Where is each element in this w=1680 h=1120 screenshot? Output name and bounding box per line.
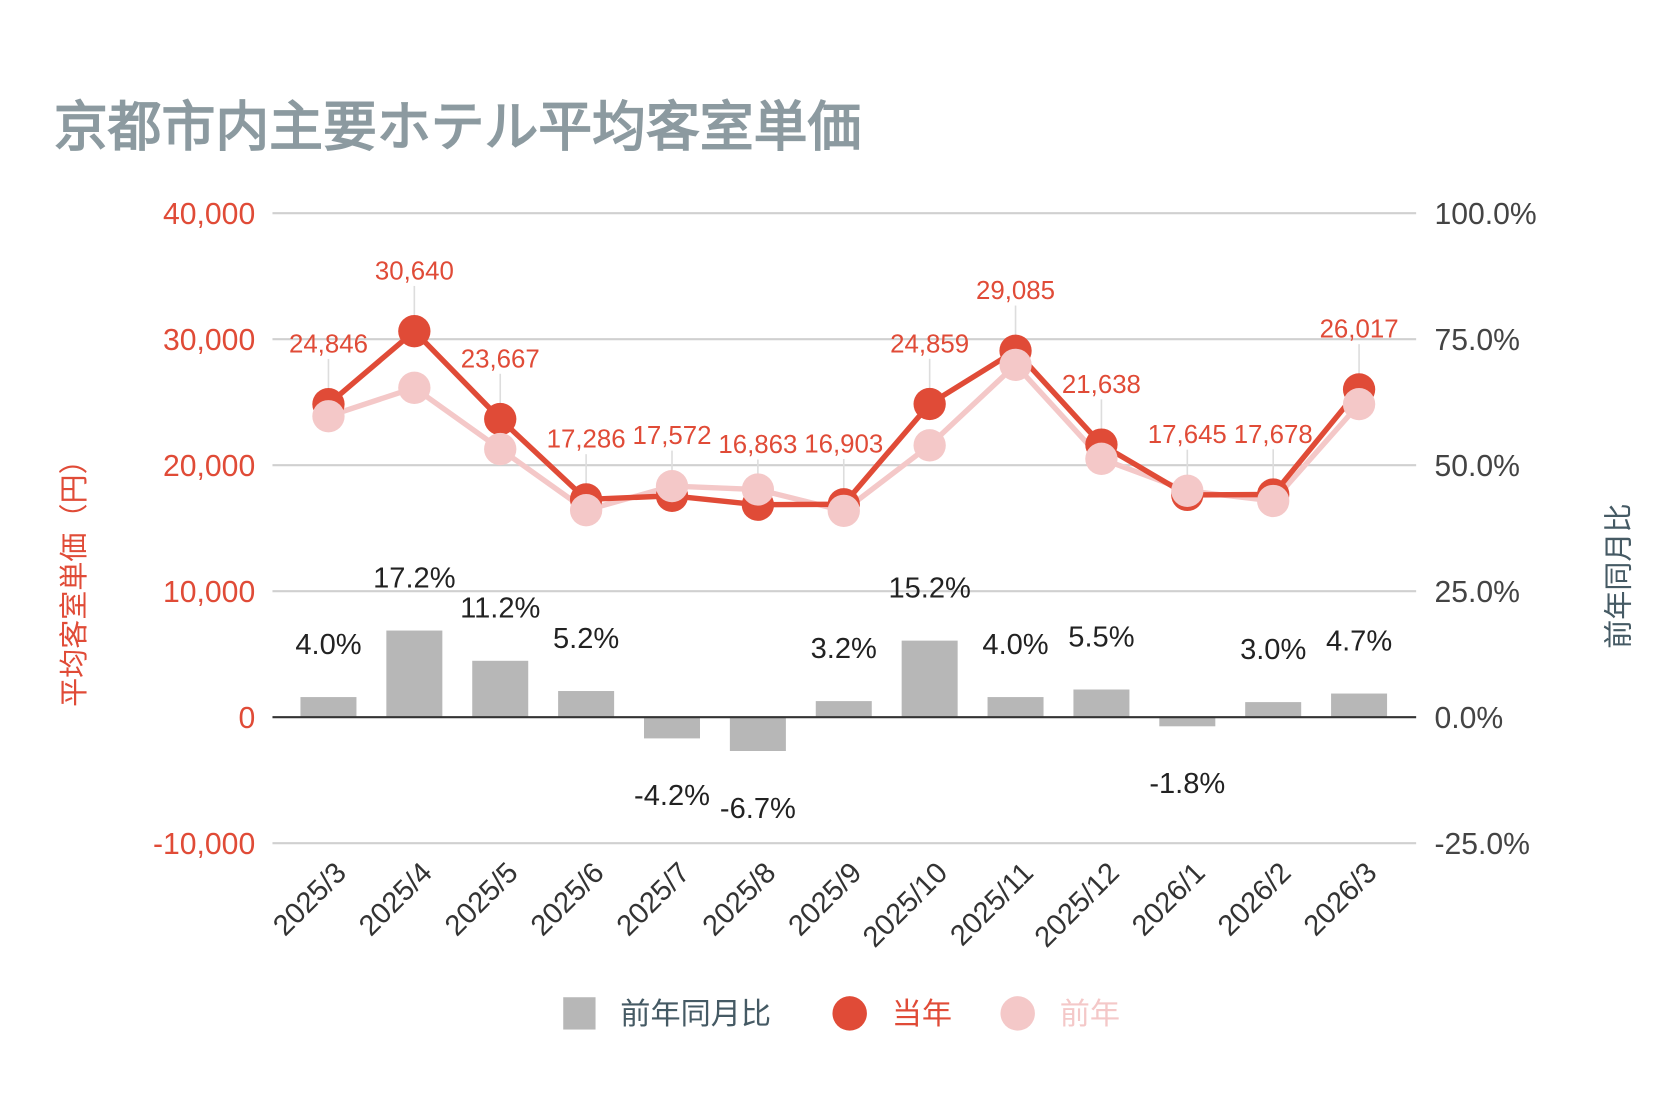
bar [644, 717, 700, 739]
line-data-label: 23,667 [461, 345, 540, 373]
line-data-label: 16,903 [804, 431, 883, 459]
line-data-label: 30,640 [375, 257, 454, 285]
previous-year-point [741, 473, 775, 506]
previous-year-point [312, 400, 345, 433]
chart-title: 京都市内主要ホテル平均客室単価 [54, 97, 861, 157]
legend-label-current: 当年 [892, 997, 952, 1031]
right-tick-label: 50.0% [1434, 450, 1519, 483]
bar-data-label: 5.5% [1068, 621, 1134, 653]
bar-data-label: 11.2% [460, 593, 540, 625]
line-data-label: 17,678 [1234, 421, 1313, 449]
bar-data-label: 15.2% [888, 573, 970, 605]
previous-year-point [999, 348, 1032, 382]
previous-year-point [1257, 484, 1290, 518]
left-tick-label: 10,000 [163, 576, 255, 609]
x-tick-label: 2025/11 [944, 857, 1039, 952]
left-tick-label: 30,000 [163, 324, 255, 357]
bar-data-label: 4.0% [295, 629, 361, 661]
line-data-label: 17,645 [1148, 421, 1227, 449]
previous-year-point [827, 494, 860, 528]
right-axis-ticks: 100.0% 75.0% 50.0% 25.0% 0.0% -25.0% [1434, 198, 1536, 861]
bar-data-label: 5.2% [553, 623, 619, 655]
gridlines [272, 212, 1417, 845]
legend-label-previous: 前年 [1060, 997, 1120, 1031]
current-year-point [484, 402, 517, 436]
previous-year-point [1342, 387, 1376, 421]
x-axis-ticks: 2025/3 2025/4 2025/5 2025/6 2025/7 2025/8 2025… [267, 857, 1383, 954]
right-tick-label: 0.0% [1434, 702, 1503, 735]
bar-data-label: -4.2% [634, 780, 710, 812]
bar [987, 697, 1044, 718]
bar-data-label: 3.2% [811, 633, 877, 665]
left-tick-label: -10,000 [153, 828, 255, 861]
bar-data-label: 4.7% [1326, 625, 1392, 657]
left-axis-ticks: 40,000 30,000 20,000 10,000 0 -10,000 [153, 198, 255, 861]
x-tick-label: 2025/9 [783, 857, 868, 942]
bar [1245, 702, 1302, 718]
bar [472, 660, 529, 718]
right-tick-label: 25.0% [1434, 576, 1519, 609]
line-data-label: 24,859 [890, 330, 969, 358]
bar [901, 640, 958, 718]
line-data-label: 21,638 [1062, 371, 1141, 399]
left-tick-label: 0 [238, 702, 255, 735]
previous-year-point [655, 469, 689, 503]
current-year-point [398, 315, 431, 348]
bar-data-label: -6.7% [720, 793, 796, 825]
x-tick-label: 2026/1 [1126, 857, 1211, 942]
bar [300, 697, 357, 718]
x-tick-label: 2025/3 [267, 857, 352, 942]
line-data-label: 24,846 [289, 330, 368, 358]
bar [1331, 693, 1388, 718]
previous-year-point [484, 432, 517, 466]
bar-data-label: 17.2% [373, 562, 455, 594]
legend: 前年同月比 当年 前年 [563, 996, 1120, 1031]
current-year-point [913, 387, 946, 421]
bar [1159, 717, 1216, 727]
legend-label-yoy: 前年同月比 [620, 997, 771, 1031]
left-tick-label: 40,000 [163, 198, 255, 231]
previous-year-point [569, 494, 603, 527]
right-tick-label: 75.0% [1434, 324, 1519, 357]
legend-swatch-previous [1000, 996, 1035, 1031]
previous-year-point [398, 371, 431, 404]
line-series: 24,846 30,640 23,667 17,286 17,572 16,863 16,9… [289, 257, 1399, 528]
bar-data-label: -1.8% [1149, 768, 1225, 800]
bar [729, 717, 786, 751]
legend-swatch-current [832, 996, 867, 1031]
x-tick-label: 2026/2 [1212, 857, 1297, 942]
bar [386, 630, 443, 718]
legend-swatch-bar [563, 997, 596, 1030]
right-tick-label: -25.0% [1434, 828, 1530, 861]
previous-year-point [1085, 442, 1118, 475]
right-axis-label: 前年同月比 [1602, 503, 1635, 648]
bar [815, 701, 872, 718]
bar-series: 4.0% 17.2%11.2% 5.2% -4.2% -6.7% 3.2% 15.2% 4.0… [295, 562, 1392, 824]
line-data-label: 29,085 [976, 277, 1055, 305]
left-axis-label: 平均客室単価（円） [58, 445, 91, 707]
x-tick-label: 2025/10 [857, 857, 954, 954]
bar [1073, 689, 1130, 718]
x-tick-label: 2025/5 [439, 857, 524, 942]
x-tick-label: 2026/3 [1298, 857, 1383, 942]
bar [558, 691, 615, 718]
bar-data-label: 4.0% [982, 629, 1048, 661]
line-data-label: 26,017 [1320, 316, 1399, 344]
line-data-label: 17,286 [547, 426, 626, 454]
x-tick-label: 2025/12 [1029, 857, 1126, 954]
left-tick-label: 20,000 [163, 450, 255, 483]
x-tick-label: 2025/7 [611, 857, 696, 942]
previous-year-point [1171, 474, 1204, 507]
line-data-label: 17,572 [633, 422, 712, 450]
x-tick-label: 2025/8 [697, 857, 782, 942]
line-data-label: 16,863 [718, 431, 797, 459]
right-tick-label: 100.0% [1434, 198, 1536, 231]
bar-data-label: 3.0% [1240, 634, 1306, 666]
x-tick-label: 2025/4 [353, 857, 438, 942]
previous-year-point [913, 429, 946, 462]
x-tick-label: 2025/6 [525, 857, 610, 942]
